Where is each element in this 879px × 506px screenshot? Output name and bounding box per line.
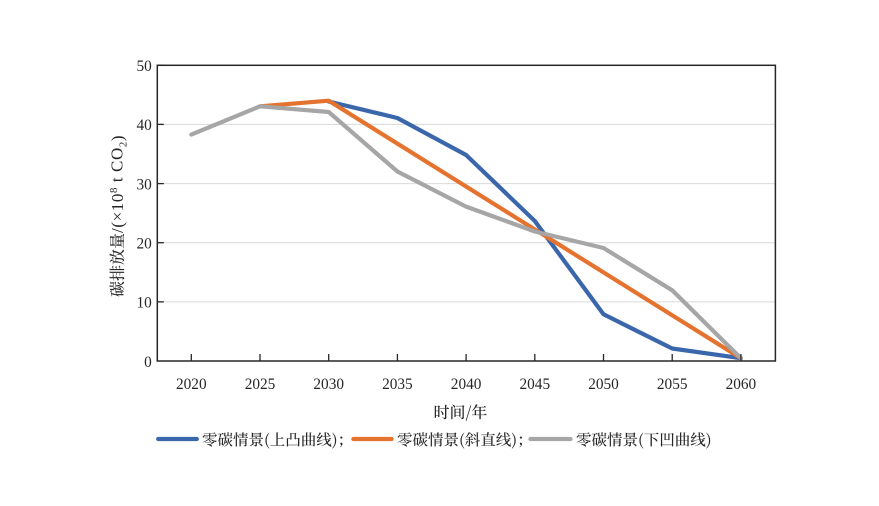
svg-text:2020: 2020 — [176, 376, 207, 393]
svg-text:40: 40 — [137, 117, 153, 134]
svg-text:2040: 2040 — [451, 376, 482, 393]
svg-text:/(×108 t CO2): /(×108 t CO2) — [108, 135, 130, 233]
svg-text:2060: 2060 — [726, 376, 757, 393]
svg-text:2025: 2025 — [245, 376, 276, 393]
svg-text:20: 20 — [137, 236, 153, 253]
svg-text:2050: 2050 — [588, 376, 619, 393]
svg-text:2045: 2045 — [520, 376, 551, 393]
svg-text:30: 30 — [137, 176, 153, 193]
svg-text:2055: 2055 — [657, 376, 688, 393]
svg-text:2030: 2030 — [313, 376, 344, 393]
svg-text:10: 10 — [137, 295, 153, 312]
svg-text:0: 0 — [144, 354, 152, 371]
svg-text:50: 50 — [137, 58, 153, 75]
svg-text:2035: 2035 — [382, 376, 413, 393]
